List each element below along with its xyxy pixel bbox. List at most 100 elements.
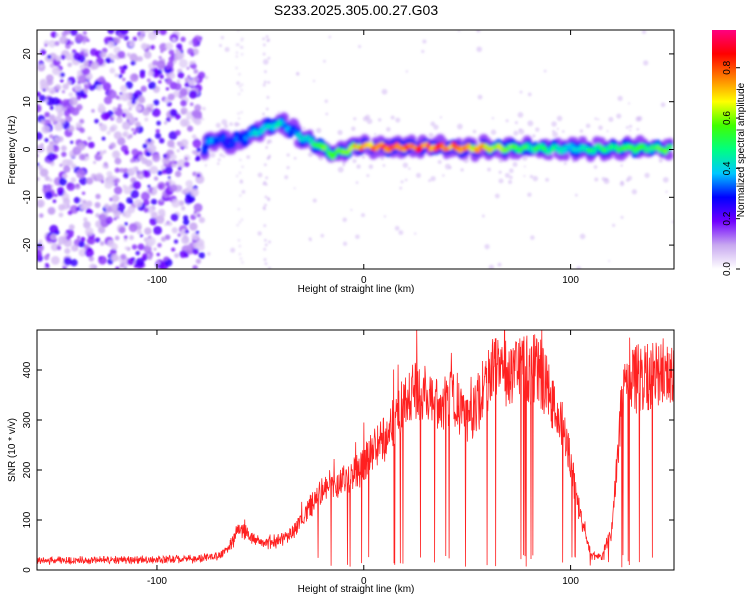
- noise-speck: [302, 126, 306, 130]
- noise-blob: [80, 47, 84, 52]
- noise-blob: [151, 108, 161, 117]
- noise-blob: [52, 199, 57, 204]
- noise-streak: [240, 46, 244, 49]
- noise-blob: [112, 106, 118, 112]
- noise-blob: [39, 63, 44, 68]
- ridge-blob: [264, 117, 272, 125]
- noise-blob: [82, 199, 87, 205]
- noise-speck: [286, 166, 290, 170]
- noise-blob: [60, 54, 66, 60]
- noise-blob: [63, 110, 70, 117]
- noise-blob: [135, 257, 145, 267]
- snr-y-ticks: 0 100 200 300 400: [22, 361, 674, 573]
- noise-speck: [442, 174, 445, 177]
- spectrogram-x-axis-title: Height of straight line (km): [298, 284, 415, 295]
- noise-speck: [585, 123, 591, 129]
- noise-blob: [103, 150, 107, 154]
- noise-blob: [183, 161, 190, 168]
- noise-blob: [83, 61, 90, 68]
- noise-blob: [122, 121, 131, 130]
- noise-blob: [79, 168, 83, 172]
- noise-blob: [186, 125, 194, 132]
- noise-speck: [430, 121, 436, 127]
- noise-blob: [198, 216, 206, 224]
- noise-blob: [90, 61, 100, 70]
- noise-blob: [54, 40, 60, 47]
- noise-speck: [665, 190, 668, 194]
- noise-blob: [159, 42, 168, 52]
- noise-blob: [54, 84, 62, 91]
- noise-blob: [113, 131, 122, 140]
- noise-blob: [105, 216, 113, 224]
- noise-speck: [204, 164, 208, 167]
- noise-speck: [444, 163, 451, 170]
- noise-blob: [178, 58, 188, 68]
- noise-speck: [350, 208, 353, 212]
- noise-speck: [523, 165, 526, 168]
- noise-blob: [178, 200, 185, 206]
- noise-blob: [125, 112, 133, 120]
- noise-blob: [58, 204, 65, 211]
- noise-blob: [149, 217, 158, 226]
- noise-blob: [53, 136, 60, 143]
- noise-speck: [437, 160, 442, 165]
- noise-blob: [37, 249, 42, 259]
- noise-blob: [192, 139, 202, 148]
- noise-blob: [75, 207, 80, 211]
- noise-blob: [190, 52, 195, 57]
- noise-blob: [153, 176, 159, 181]
- spectrogram-x-tick-label: 100: [562, 275, 579, 286]
- noise-blob: [89, 209, 94, 214]
- noise-speck: [617, 95, 623, 102]
- noise-blob: [55, 55, 62, 62]
- noise-blob: [70, 259, 78, 267]
- noise-speck: [386, 127, 391, 132]
- noise-speck: [522, 155, 528, 161]
- noise-speck: [293, 156, 297, 160]
- noise-speck: [395, 117, 401, 123]
- noise-blob: [44, 137, 49, 143]
- noise-speck: [293, 187, 296, 190]
- noise-blob: [61, 90, 66, 94]
- noise-speck: [498, 178, 504, 184]
- noise-blob: [45, 96, 55, 106]
- noise-speck: [308, 237, 312, 241]
- noise-streak: [240, 83, 244, 86]
- noise-blob: [165, 87, 170, 91]
- noise-speck: [224, 47, 230, 52]
- colorbar-tick-label: 0.4: [722, 161, 733, 175]
- spectrogram-ridge-layer: [199, 112, 674, 163]
- noise-blob: [119, 30, 129, 35]
- noise-blob: [144, 227, 152, 235]
- noise-streak: [264, 70, 267, 74]
- noise-blob: [75, 121, 82, 129]
- noise-blob: [37, 63, 46, 72]
- noise-speck: [390, 115, 395, 120]
- noise-blob: [52, 145, 60, 153]
- noise-blob: [188, 90, 198, 99]
- noise-speck: [342, 217, 347, 223]
- noise-streak: [267, 80, 271, 84]
- snr-x-tick-label: -100: [147, 576, 167, 587]
- colorbar-tick-label: 0.0: [722, 262, 733, 276]
- noise-blob: [156, 261, 161, 265]
- noise-blob: [164, 234, 171, 240]
- noise-blob: [180, 190, 184, 194]
- noise-blob: [189, 102, 194, 107]
- noise-blob: [85, 227, 94, 236]
- noise-speck: [217, 158, 221, 162]
- noise-speck: [556, 115, 563, 122]
- noise-blob: [147, 237, 156, 246]
- noise-blob: [66, 235, 71, 241]
- noise-speck: [257, 231, 262, 236]
- noise-speck: [629, 129, 632, 132]
- noise-blob: [44, 191, 53, 200]
- noise-blob: [177, 166, 182, 171]
- noise-streak: [264, 238, 267, 242]
- noise-blob: [176, 149, 180, 153]
- noise-speck: [608, 116, 614, 122]
- noise-blob: [164, 256, 169, 261]
- noise-blob: [153, 186, 157, 190]
- noise-speck: [355, 234, 360, 240]
